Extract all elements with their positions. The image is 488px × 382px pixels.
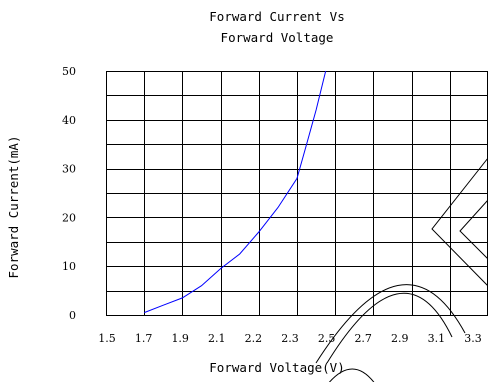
x-tick-label: 1.5 bbox=[98, 332, 116, 345]
x-tick-label: 2.1 bbox=[208, 332, 226, 345]
y-tick-label: 40 bbox=[62, 114, 76, 127]
x-tick-label: 2.2 bbox=[245, 332, 263, 345]
y-tick-label: 10 bbox=[62, 260, 76, 273]
chart-title-line-2: Forward Voltage bbox=[221, 30, 334, 45]
x-tick-labels: 1.5 1.7 1.9 2.1 2.2 2.3 2.5 2.7 2.9 3.1 3.3 bbox=[98, 332, 482, 345]
x-tick-label: 2.7 bbox=[354, 332, 372, 345]
y-tick-label: 50 bbox=[62, 65, 76, 78]
overlay-middle-arc bbox=[326, 292, 453, 364]
overlay-outer-chevron bbox=[431, 157, 488, 287]
y-tick-label: 30 bbox=[62, 163, 76, 176]
x-tick-label: 1.7 bbox=[135, 332, 153, 345]
x-tick-label: 3.3 bbox=[464, 332, 482, 345]
forward-current-curve bbox=[144, 70, 327, 314]
overlay-lower-arc bbox=[329, 368, 375, 382]
chart-title-line-1: Forward Current Vs bbox=[209, 9, 344, 24]
y-tick-label: 0 bbox=[69, 309, 76, 322]
x-tick-label: 2.3 bbox=[281, 332, 299, 345]
chart-grid bbox=[106, 71, 488, 315]
y-axis-label: Forward Current(mA) bbox=[6, 136, 21, 279]
series-layer bbox=[144, 70, 327, 314]
x-tick-label: 2.9 bbox=[391, 332, 409, 345]
y-tick-labels: 0 10 20 30 40 50 bbox=[62, 65, 76, 322]
x-tick-label: 3.1 bbox=[428, 332, 446, 345]
y-tick-label: 20 bbox=[62, 211, 76, 224]
x-tick-label: 1.9 bbox=[171, 332, 189, 345]
overlay-inner-chevron bbox=[459, 199, 488, 260]
x-axis-label: Forward Voltage(V) bbox=[209, 360, 344, 375]
overlay-outer-arc bbox=[315, 284, 466, 364]
overlay-lines bbox=[315, 157, 488, 382]
